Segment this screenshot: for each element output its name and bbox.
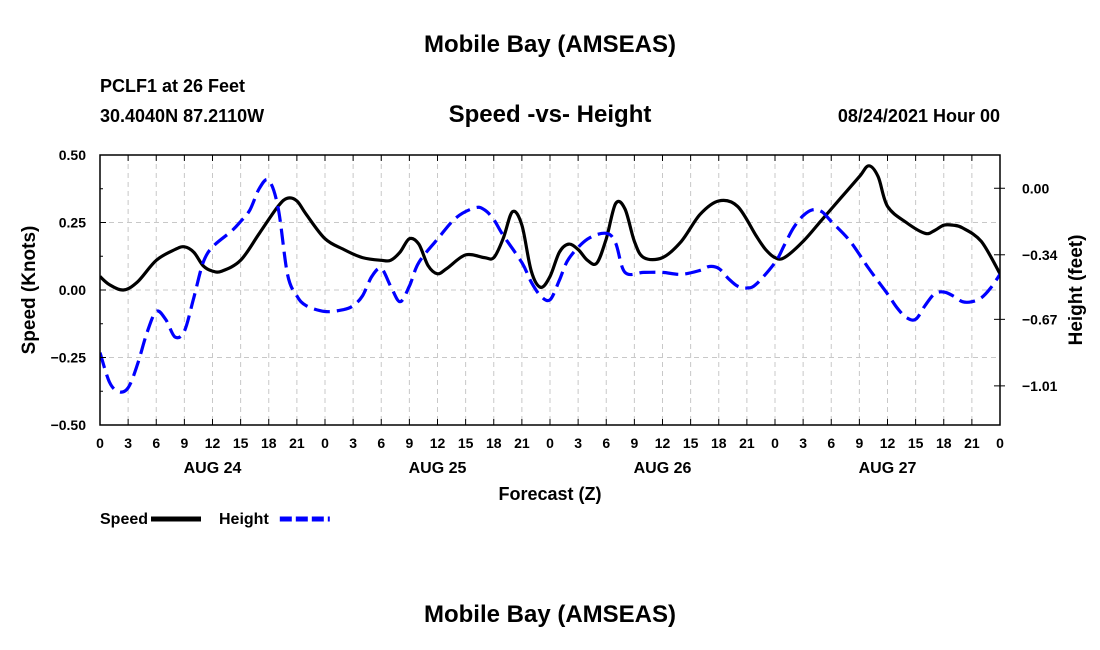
series-layer [100,164,1000,394]
x-tick-label: 6 [827,435,835,451]
right-y-axis-label: Height (feet) [1066,235,1087,346]
x-tick-label: 18 [486,435,502,451]
left-y-tick-label: 0.00 [59,282,86,298]
left-y-tick-label: 0.25 [59,215,86,231]
x-tick-label: 21 [514,435,530,451]
x-tick-label: 15 [233,435,249,451]
right-y-tick-label: 0.00 [1022,180,1049,196]
legend-label-height: Height [219,511,269,528]
left-y-tick-label: −0.25 [51,350,87,366]
right-y-tick-label: −0.34 [1022,247,1058,263]
x-tick-label: 15 [683,435,699,451]
x-tick-label: 0 [96,435,104,451]
x-tick-label: 9 [180,435,188,451]
x-tick-label: 9 [630,435,638,451]
x-tick-label: 6 [152,435,160,451]
station-label: PCLF1 at 26 Feet [100,76,246,96]
chart-main-title: Mobile Bay (AMSEAS) [423,31,677,58]
series-line-speed [100,164,1000,292]
x-day-label: AUG 26 [634,460,692,477]
left-y-tick-label: 0.50 [59,147,86,163]
x-tick-label: 9 [405,435,413,451]
x-tick-label: 12 [880,435,896,451]
x-day-label: AUG 25 [409,460,467,477]
x-tick-label: 21 [289,435,305,451]
x-tick-label: 21 [739,435,755,451]
legend-label-speed: Speed [100,511,148,528]
x-tick-label: 21 [964,435,980,451]
axis-layer: 0 3 6 9 12 15 18 21 0 3 6 9 12 15 18 21 0 3 6 9 12 15 18 21 0 3 6 9… [19,147,1087,504]
legend-layer: Speed Height [100,511,330,528]
right-y-tick-label: −0.67 [1022,311,1058,327]
x-tick-label: 15 [458,435,474,451]
x-tick-label: 12 [205,435,221,451]
right-y-tick-label: −1.01 [1022,378,1058,394]
left-y-axis-label: Speed (Knots) [19,226,40,355]
x-day-label: AUG 24 [184,460,242,477]
speed-height-chart: 0 3 6 9 12 15 18 21 0 3 6 9 12 15 18 21 0 3 6 9 12 15 18 21 0 3 6 9… [19,147,1087,528]
x-axis-label: Forecast (Z) [498,484,601,504]
left-y-tick-label: −0.50 [51,417,87,433]
series-line-height [100,177,1000,394]
x-tick-label: 15 [908,435,924,451]
x-tick-label: 0 [771,435,779,451]
forecast-datetime: 08/24/2021 Hour 00 [837,106,1000,126]
x-tick-label: 0 [546,435,554,451]
x-tick-label: 18 [711,435,727,451]
station-coordinates: 30.4040N 87.2110W [100,106,265,126]
x-tick-label: 9 [855,435,863,451]
chart-subtitle: Speed -vs- Height [448,101,652,128]
x-tick-label: 18 [261,435,277,451]
x-tick-label: 0 [996,435,1004,451]
x-tick-label: 3 [799,435,807,451]
footer-title: Mobile Bay (AMSEAS) [423,601,677,628]
x-tick-label: 3 [349,435,357,451]
x-tick-label: 12 [655,435,671,451]
grid-layer [100,155,1000,425]
x-tick-label: 6 [377,435,385,451]
x-tick-label: 3 [574,435,582,451]
x-tick-label: 3 [124,435,132,451]
x-tick-label: 0 [321,435,329,451]
x-tick-label: 6 [602,435,610,451]
x-tick-label: 18 [936,435,952,451]
x-day-label: AUG 27 [859,460,917,477]
x-tick-label: 12 [430,435,446,451]
